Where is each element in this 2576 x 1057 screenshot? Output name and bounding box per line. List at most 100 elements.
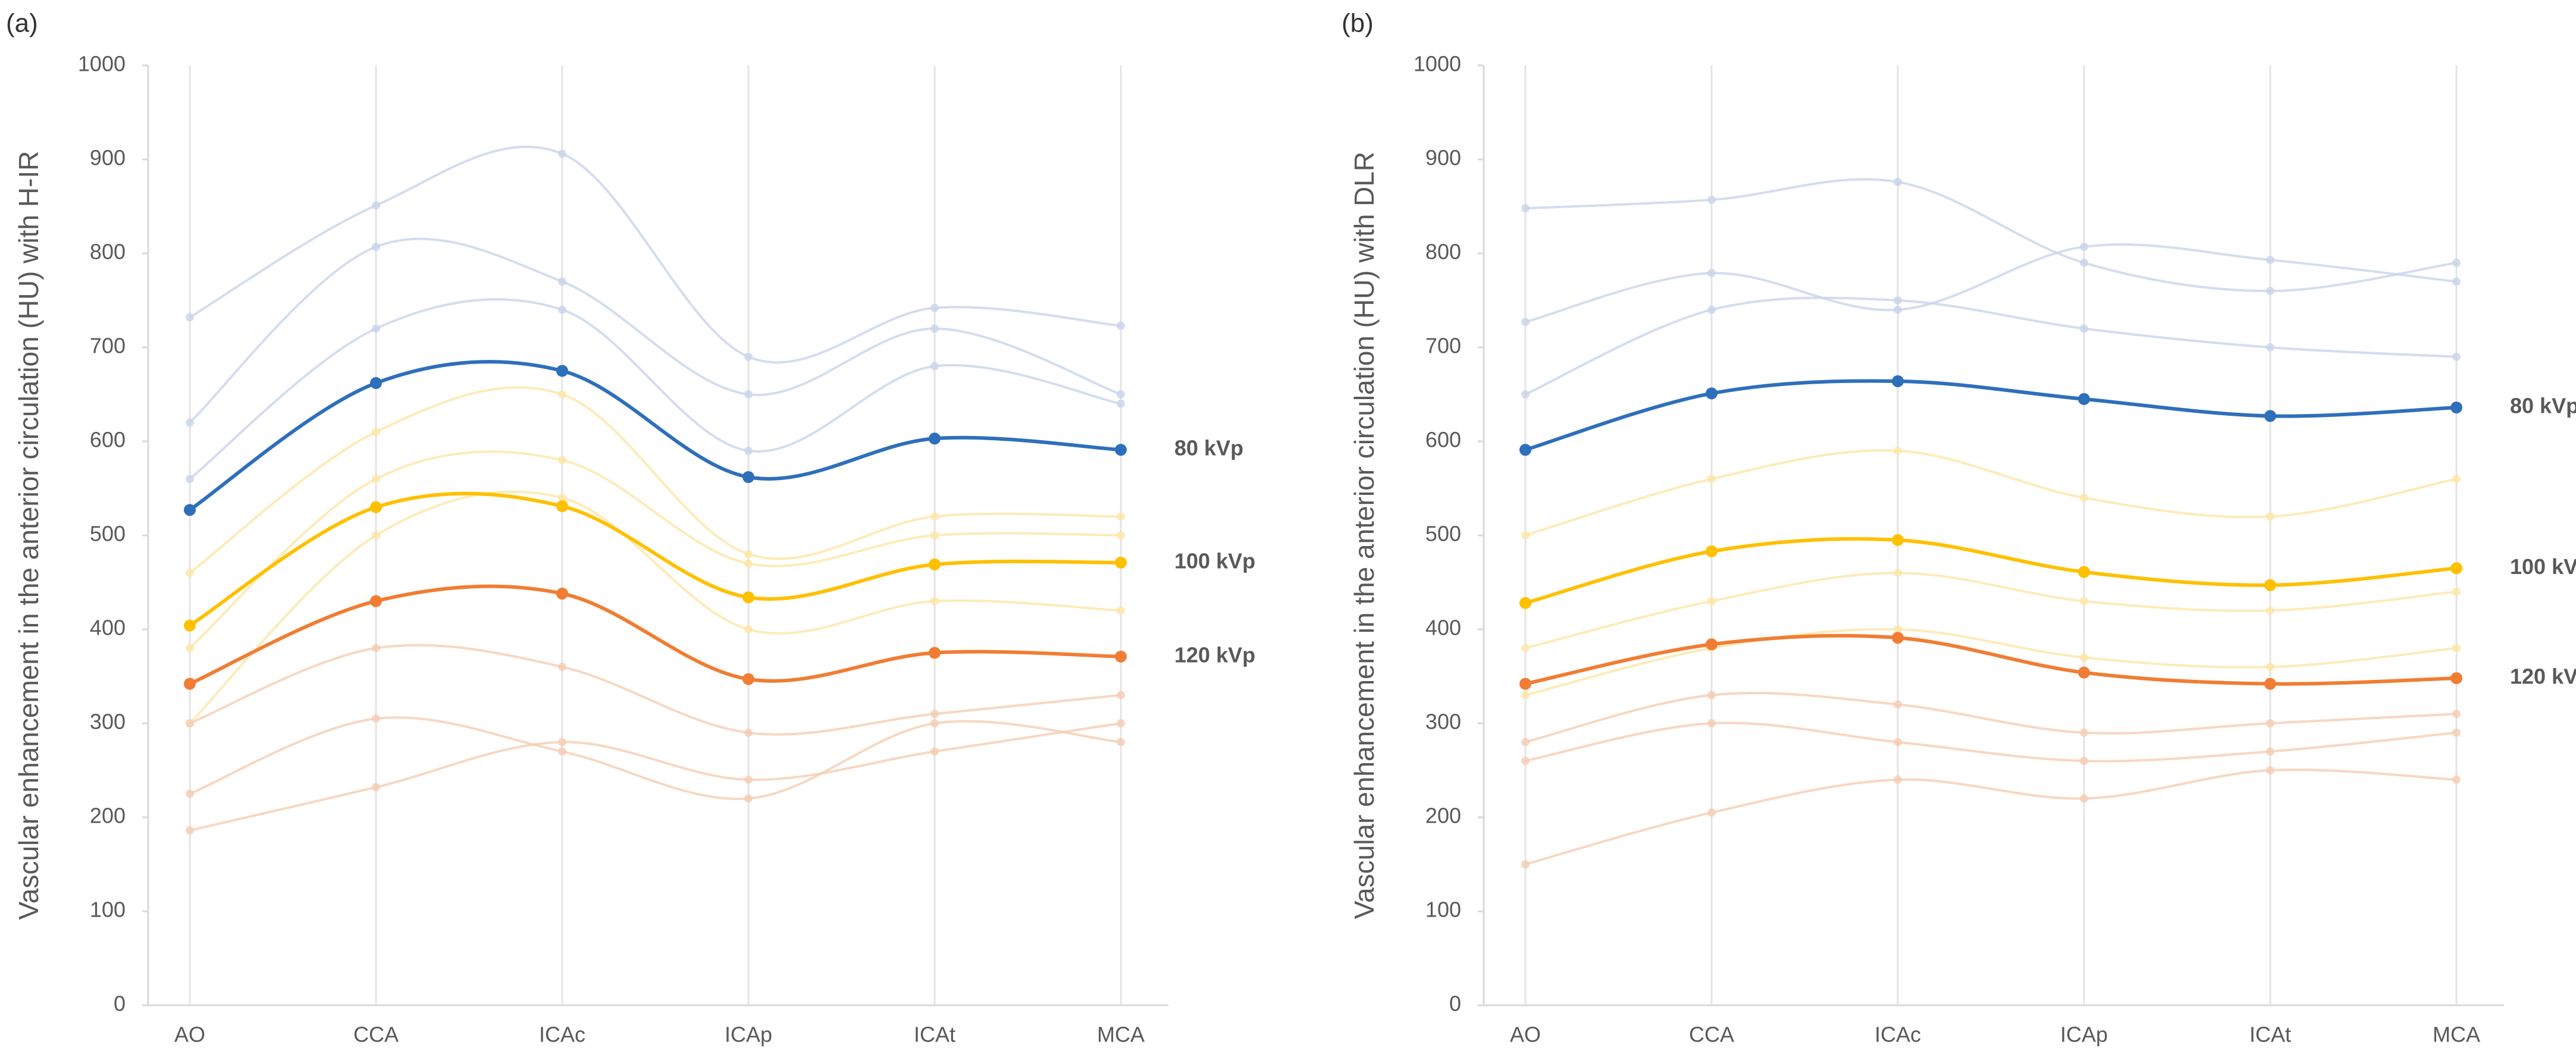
series-marker — [1892, 375, 1904, 387]
series-marker — [1519, 444, 1531, 456]
individual-marker — [2266, 512, 2274, 521]
x-tick-label: CCA — [353, 1023, 399, 1047]
individual-marker — [558, 277, 566, 286]
individual-line — [1525, 178, 2457, 293]
individual-marker — [744, 794, 753, 803]
individual-marker — [186, 826, 194, 835]
individual-marker — [1521, 390, 1530, 399]
individual-marker — [930, 324, 939, 333]
individual-marker — [2452, 587, 2461, 596]
individual-marker — [2080, 653, 2088, 662]
y-tick-label: 600 — [1425, 428, 1461, 452]
individual-marker — [2080, 242, 2088, 251]
individual-marker — [1707, 719, 1716, 727]
individual-marker — [372, 531, 380, 540]
series-line — [1525, 633, 2457, 686]
individual-marker — [372, 324, 380, 333]
series-marker — [1115, 650, 1127, 663]
individual-marker — [1521, 531, 1530, 540]
individual-marker — [1707, 475, 1716, 484]
individual-marker — [2266, 663, 2274, 672]
individual-marker — [744, 446, 753, 455]
individual-marker — [2080, 258, 2088, 267]
series-marker — [1519, 597, 1531, 609]
x-tick-label: AO — [174, 1023, 205, 1047]
individual-marker — [1707, 808, 1716, 817]
individual-marker — [372, 242, 380, 251]
individual-marker — [1521, 738, 1530, 747]
individual-line — [1525, 722, 2457, 763]
individual-marker — [744, 625, 753, 633]
individual-marker — [372, 428, 380, 437]
individual-marker — [558, 738, 566, 747]
individual-line — [1525, 692, 2457, 744]
individual-marker — [186, 475, 194, 484]
series-marker — [742, 673, 754, 685]
y-tick-label: 200 — [1425, 804, 1461, 828]
series-marker — [1706, 387, 1718, 400]
individual-marker — [2080, 597, 2088, 606]
individual-marker — [186, 569, 194, 578]
individual-marker — [2080, 324, 2088, 333]
series-marker — [1706, 638, 1718, 651]
individual-line — [1525, 296, 2457, 396]
individual-marker — [1117, 399, 1125, 408]
individual-marker — [558, 149, 566, 158]
y-tick-label: 100 — [1425, 898, 1461, 922]
series-marker — [2078, 666, 2090, 679]
y-tick-label: 700 — [90, 334, 126, 358]
individual-marker — [930, 512, 939, 521]
y-tick-label: 1000 — [1414, 52, 1461, 76]
series-label: 120 kVp — [2510, 664, 2576, 689]
series-marker — [556, 500, 568, 513]
y-tick-label: 300 — [90, 710, 126, 734]
individual-marker — [2452, 644, 2461, 653]
individual-marker — [558, 493, 566, 502]
individual-marker — [1521, 644, 1530, 653]
individual-marker — [1894, 305, 1902, 314]
individual-marker — [1894, 177, 1902, 186]
individual-marker — [2266, 719, 2274, 727]
individual-marker — [558, 663, 566, 672]
individual-line — [1525, 572, 2457, 650]
individual-marker — [1894, 700, 1902, 709]
y-tick-label: 500 — [90, 522, 126, 546]
individual-marker — [2266, 766, 2274, 774]
panel-label: (a) — [6, 9, 38, 38]
series-label: 80 kVp — [2510, 394, 2576, 418]
y-tick-label: 100 — [90, 898, 126, 922]
series-marker — [1892, 534, 1904, 546]
x-tick-label: ICAt — [2249, 1023, 2291, 1047]
individual-marker — [558, 747, 566, 756]
individual-line — [189, 145, 1121, 364]
series-line — [1525, 537, 2457, 605]
series-marker — [929, 558, 941, 570]
individual-marker — [2080, 728, 2088, 737]
individual-line — [189, 386, 1121, 574]
individual-marker — [930, 362, 939, 371]
series-marker — [370, 501, 382, 513]
individual-marker — [372, 201, 380, 210]
series-marker — [1706, 545, 1718, 557]
x-tick-label: AO — [1510, 1023, 1541, 1047]
y-tick-label: 400 — [1425, 616, 1461, 640]
series-marker — [2450, 402, 2462, 414]
series-marker — [2264, 579, 2276, 591]
y-tick-label: 300 — [1425, 710, 1461, 734]
series-marker — [929, 432, 941, 445]
y-axis-title: Vascular enhancement in the anterior cir… — [1349, 152, 1380, 919]
individual-line — [189, 450, 1121, 650]
y-tick-label: 400 — [90, 616, 126, 640]
individual-marker — [1707, 597, 1716, 606]
y-tick-label: 900 — [90, 146, 126, 170]
individual-marker — [2452, 710, 2461, 719]
series-marker — [556, 365, 568, 377]
individual-line — [189, 298, 1121, 480]
individual-marker — [558, 305, 566, 314]
x-tick-label: MCA — [2433, 1023, 2480, 1047]
x-tick-label: ICAc — [1875, 1023, 1921, 1047]
individual-line — [1525, 628, 2457, 697]
individual-marker — [744, 728, 753, 737]
individual-marker — [186, 789, 194, 798]
